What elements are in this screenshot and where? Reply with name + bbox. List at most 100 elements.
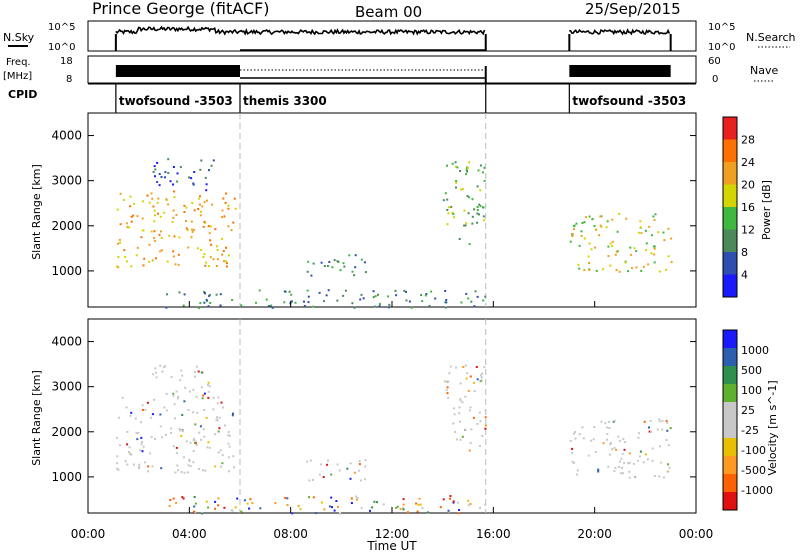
scatter-cell [446,386,449,389]
scatter-cell [202,256,205,258]
scatter-cell [581,222,584,224]
scatter-cell [233,197,236,200]
scatter-cell [464,224,467,227]
scatter-cell [154,214,156,217]
scatter-cell [658,418,661,421]
scatter-cell [265,298,268,301]
scatter-cell [215,265,218,267]
scatter-cell [163,406,166,409]
scatter-cell [448,372,451,375]
scatter-cell [156,201,159,204]
scatter-cell [179,429,181,432]
scatter-cell [364,465,367,468]
scatter-cell [291,512,294,515]
scatter-cell [575,222,578,225]
colorbar-tick: 16 [741,201,755,214]
scatter-cell [396,505,399,508]
scatter-cell [205,298,208,301]
scatter-cell [573,461,576,464]
scatter-cell [188,458,191,461]
scatter-cell [639,220,642,223]
scatter-cell [588,242,591,245]
scatter-cell [144,461,147,464]
scatter-cell [336,260,339,263]
scatter-cell [174,417,176,420]
scatter-cell [182,304,185,307]
scatter-cell [614,253,617,256]
scatter-cell [167,203,170,206]
scatter-cell [608,427,611,429]
scatter-cell [421,300,424,303]
scatter-cell [194,502,197,505]
scatter-cell [653,247,656,250]
scatter-cell [192,388,195,391]
scatter-cell [119,223,122,226]
scatter-cell [222,406,224,409]
scatter-cell [312,262,315,265]
scatter-cell [115,436,118,439]
colorbar-swatch [723,438,737,456]
scatter-cell [193,371,196,374]
scatter-cell [468,243,471,246]
scatter-cell [141,217,144,220]
scatter-cell [141,450,144,453]
scatter-cell [192,510,195,513]
scatter-cell [631,267,633,269]
scatter-cell [445,389,448,392]
nave-tick-top: 60 [708,56,721,67]
scatter-cell [640,269,643,272]
scatter-cell [117,468,120,471]
scatter-cell [172,392,175,395]
scatter-cell [461,435,464,438]
colorbar-swatch [723,139,737,162]
scatter-cell [258,289,261,292]
scatter-cell [123,249,126,252]
scatter-cell [479,189,482,192]
scatter-cell [468,409,471,412]
scatter-cell [325,294,328,297]
scatter-cell [602,268,605,271]
cpid-label: CPID [8,88,37,101]
scatter-cell [573,432,575,435]
scatter-cell [152,373,154,376]
cpid-segment-label: twofsound -3503 [119,94,233,108]
scatter-cell [647,263,650,266]
scatter-cell [405,299,408,302]
scatter-cell [151,197,154,200]
scatter-cell [195,444,198,446]
scatter-cell [154,371,157,374]
scatter-cell [138,465,141,468]
scatter-cell [190,220,193,223]
scatter-cell [193,505,196,508]
scatter-cell [216,245,218,248]
scatter-cell [618,270,621,273]
scatter-cell [195,365,198,368]
scatter-cell [364,459,367,462]
scatter-cell [614,467,617,469]
scatter-cell [660,461,663,464]
scatter-cell [640,232,643,235]
scatter-cell [177,395,180,398]
scatter-cell [602,442,605,445]
scatter-cell [191,202,194,204]
scatter-cell [447,380,450,383]
scatter-cell [399,508,402,510]
scatter-cell [222,250,225,252]
scatter-cell [178,291,181,294]
scatter-cell [652,215,655,218]
scatter-cell [174,471,177,474]
scatter-cell [146,194,149,197]
scatter-cell [271,306,274,309]
scatter-cell [442,498,445,501]
scatter-cell [188,460,191,462]
scatter-cell [455,366,457,369]
scatter-cell [593,225,596,227]
scatter-cell [459,382,462,385]
scatter-cell [135,254,138,257]
scatter-cell [153,398,156,401]
scatter-cell [318,473,321,476]
scatter-cell [360,258,363,261]
scatter-cell [576,469,579,472]
scatter-cell [158,233,161,236]
scatter-cell [159,364,162,367]
